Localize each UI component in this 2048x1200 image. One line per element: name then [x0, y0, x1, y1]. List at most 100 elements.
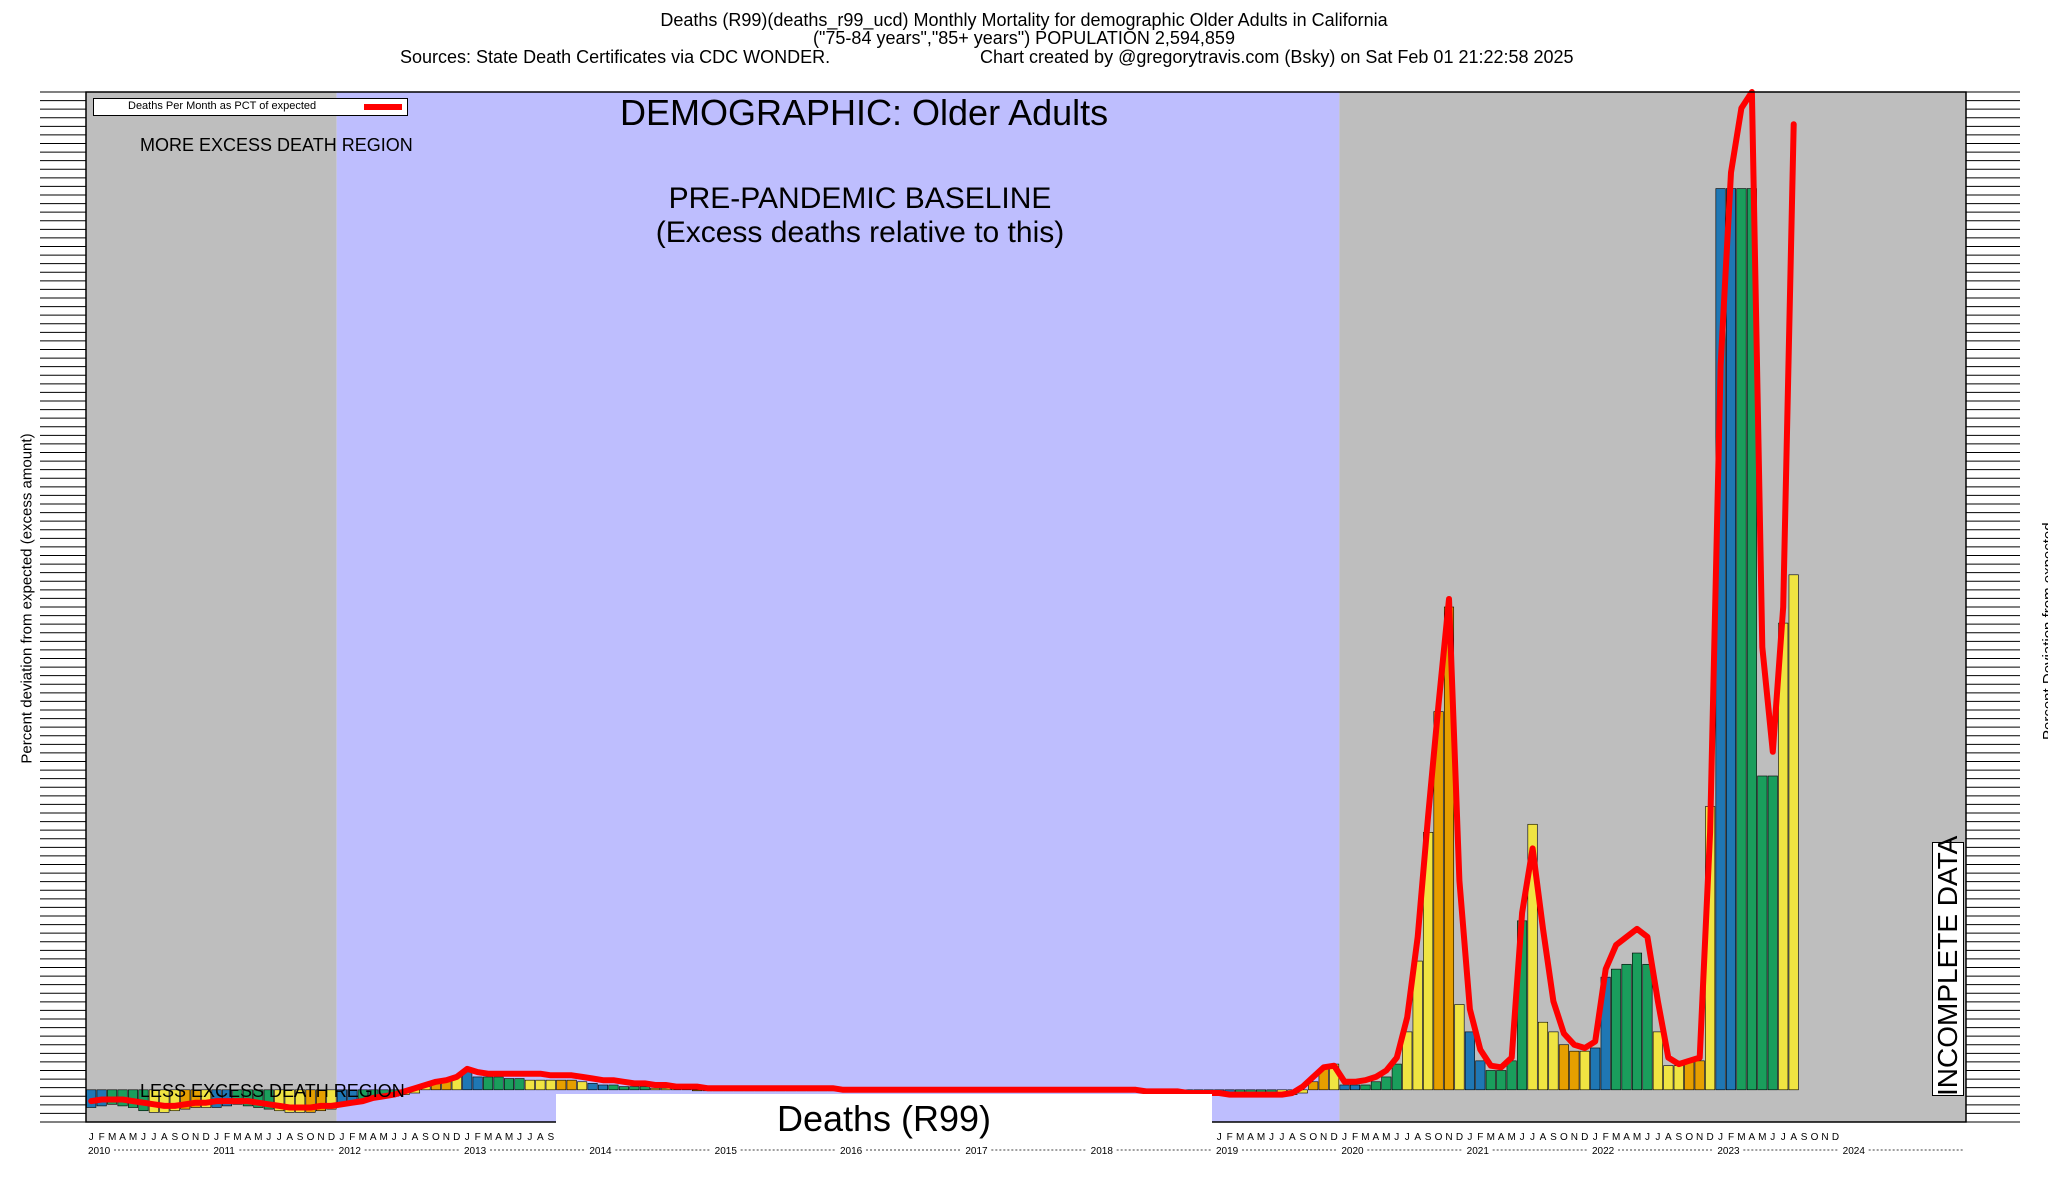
x-tick-month: A [1289, 1132, 1296, 1143]
x-tick-month: D [1456, 1132, 1463, 1143]
bar [1621, 963, 1632, 1091]
baseline-region [336, 92, 1340, 1122]
bar [1725, 188, 1737, 1091]
bar [1360, 1084, 1371, 1091]
bar [305, 1089, 316, 1113]
bar [1391, 1063, 1402, 1091]
x-tick-month: J [1394, 1132, 1399, 1143]
x-tick-year: 2022 [1592, 1146, 1615, 1157]
x-tick-month: J [1342, 1132, 1347, 1143]
x-tick-month: A [412, 1132, 419, 1143]
x-tick-month: O [1560, 1132, 1568, 1143]
more-excess-region-label: MORE EXCESS DEATH REGION [140, 135, 413, 155]
x-tick-month: N [317, 1132, 324, 1143]
x-tick-month: J [392, 1132, 397, 1143]
bar [1642, 963, 1653, 1091]
bar [1590, 1047, 1601, 1091]
x-tick-month: F [1728, 1132, 1734, 1143]
x-tick-month: J [277, 1132, 282, 1143]
x-tick-year: 2018 [1091, 1146, 1114, 1157]
x-tick-month: D [1581, 1132, 1588, 1143]
x-tick-month: A [1498, 1132, 1505, 1143]
x-tick-month: A [1749, 1132, 1756, 1143]
bar [660, 1087, 671, 1091]
x-tick-year: 2011 [213, 1146, 235, 1157]
x-tick-month: J [1655, 1132, 1660, 1143]
x-tick-year: 2017 [965, 1146, 988, 1157]
bar [514, 1078, 525, 1091]
x-tick-month: J [1269, 1132, 1274, 1143]
x-tick-year: 2021 [1467, 1146, 1490, 1157]
x-tick-year: 2019 [1216, 1146, 1239, 1157]
x-tick-month: O [1685, 1132, 1693, 1143]
x-tick-month: O [1435, 1132, 1443, 1143]
x-tick-month: S [547, 1132, 554, 1143]
x-tick-month: M [1257, 1132, 1265, 1143]
bar [1485, 1070, 1496, 1091]
bar [1381, 1076, 1392, 1091]
x-tick-month: S [1550, 1132, 1557, 1143]
pre-baseline-region [86, 92, 337, 1122]
bar [535, 1079, 546, 1091]
bar [1496, 1070, 1507, 1091]
x-tick-month: S [1299, 1132, 1306, 1143]
x-tick-month: J [1645, 1132, 1650, 1143]
x-tick-month: A [1540, 1132, 1547, 1143]
x-tick-month: N [1571, 1132, 1578, 1143]
x-tick-month: M [1612, 1132, 1620, 1143]
x-tick-month: J [214, 1132, 219, 1143]
bar [1475, 1060, 1486, 1091]
x-tick-month: J [151, 1132, 156, 1143]
bar [1673, 1065, 1684, 1091]
x-tick-month: S [1425, 1132, 1432, 1143]
x-tick-month: O [307, 1132, 315, 1143]
x-tick-month: O [432, 1132, 440, 1143]
bar [1663, 1065, 1674, 1091]
x-tick-year: 2013 [464, 1146, 487, 1157]
x-tick-month: J [1781, 1132, 1786, 1143]
credit-note: Chart created by @gregorytravis.com (Bsk… [980, 47, 1574, 67]
bar [274, 1089, 285, 1112]
x-tick-year: 2023 [1717, 1146, 1740, 1157]
trend-line [88, 89, 1797, 1111]
bar [1767, 775, 1778, 1091]
bar [1349, 1084, 1361, 1091]
x-tick-month: F [1477, 1132, 1483, 1143]
less-excess-region-label: LESS EXCESS DEATH REGION [140, 1081, 405, 1101]
bar [1548, 1031, 1559, 1091]
x-tick-month: A [286, 1132, 293, 1143]
bar [597, 1084, 609, 1091]
bar [503, 1078, 515, 1091]
x-tick-month: A [119, 1132, 126, 1143]
baseline-label: PRE-PANDEMIC BASELINE (Excess deaths rel… [560, 182, 1160, 250]
x-tick-month: N [1696, 1132, 1703, 1143]
baseline-label-line1: PRE-PANDEMIC BASELINE [668, 182, 1052, 215]
x-tick-month: M [1382, 1132, 1390, 1143]
x-tick-month: J [1530, 1132, 1535, 1143]
x-tick-month: M [1737, 1132, 1745, 1143]
bar [284, 1089, 295, 1113]
x-tick-month: J [339, 1132, 344, 1143]
chart-title: Deaths (R99)(deaths_r99_ucd) Monthly Mor… [660, 10, 1388, 30]
x-tick-month: J [1217, 1132, 1222, 1143]
bar [483, 1076, 494, 1091]
x-tick-month: M [359, 1132, 367, 1143]
bar [315, 1089, 327, 1112]
x-tick-month: S [1675, 1132, 1682, 1143]
bar [618, 1086, 629, 1091]
bar [190, 1089, 201, 1108]
bar [650, 1087, 661, 1091]
bar [524, 1079, 535, 1091]
bar [1537, 1021, 1549, 1091]
x-tick-month: A [537, 1132, 544, 1143]
bar [242, 1089, 253, 1107]
bar [1736, 188, 1747, 1091]
x-tick-month: D [1832, 1132, 1839, 1143]
x-tick-month: J [141, 1132, 146, 1143]
x-tick-month: D [1330, 1132, 1337, 1143]
bar [1652, 1031, 1663, 1091]
x-tick-month: J [1593, 1132, 1598, 1143]
bar [1506, 1060, 1517, 1091]
bar [629, 1086, 640, 1091]
bar [545, 1079, 556, 1091]
